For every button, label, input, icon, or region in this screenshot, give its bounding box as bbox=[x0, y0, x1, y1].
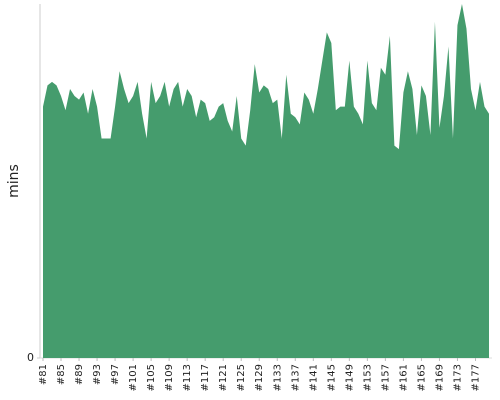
x-tick-label: #177 bbox=[470, 364, 481, 391]
x-tick-label: #129 bbox=[254, 364, 265, 391]
y-axis-label: mins bbox=[6, 164, 22, 198]
x-tick-label: #145 bbox=[326, 364, 337, 391]
x-tick-label: #81 bbox=[38, 364, 49, 385]
x-tick-label: #161 bbox=[398, 364, 409, 391]
x-tick-label: #89 bbox=[74, 364, 85, 385]
x-tick-label: #173 bbox=[452, 364, 463, 391]
x-tick-label: #133 bbox=[272, 364, 283, 391]
area bbox=[43, 4, 489, 358]
y-tick-label: 0 bbox=[27, 351, 34, 364]
x-tick-label: #125 bbox=[236, 364, 247, 391]
x-tick-label: #109 bbox=[164, 364, 175, 391]
x-tick-label: #141 bbox=[308, 364, 319, 391]
x-tick-label: #157 bbox=[380, 364, 391, 391]
x-tick-label: #105 bbox=[146, 364, 157, 391]
x-tick-label: #101 bbox=[128, 364, 139, 391]
x-tick-label: #149 bbox=[344, 364, 355, 391]
x-tick-label: #137 bbox=[290, 364, 301, 391]
x-tick-label: #117 bbox=[200, 364, 211, 391]
x-tick-label: #153 bbox=[362, 364, 373, 391]
x-tick-label: #165 bbox=[416, 364, 427, 391]
x-tick-label: #121 bbox=[218, 364, 229, 391]
x-tick-label: #93 bbox=[92, 364, 103, 385]
x-tick-label: #97 bbox=[110, 364, 121, 385]
x-tick-label: #85 bbox=[56, 364, 67, 385]
x-tick-label: #169 bbox=[434, 364, 445, 391]
x-tick-label: #113 bbox=[182, 364, 193, 391]
